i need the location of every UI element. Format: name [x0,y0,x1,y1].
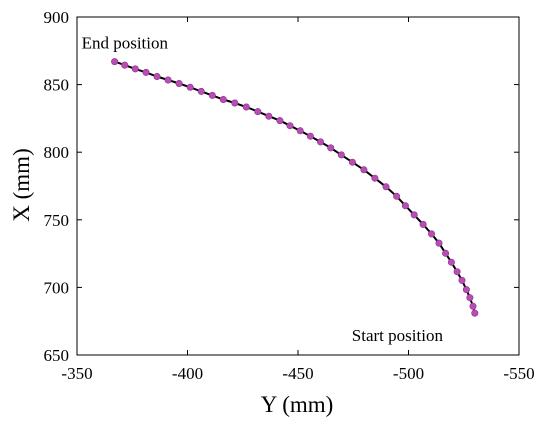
trajectory-point [348,158,356,166]
trajectory-point [231,99,239,107]
trajectory-line [114,60,476,314]
trajectory-point [111,58,119,66]
trajectory-point [371,174,379,182]
trajectory-point [453,268,461,276]
trajectory-point [254,108,262,116]
x-axis-title: Y (mm) [261,392,334,417]
trajectory-point [435,239,443,247]
trajectory-point [153,73,161,81]
y-tick-label: 650 [44,346,70,365]
trajectory-point [462,286,470,294]
trajectory-point [175,80,183,88]
trajectory-point [401,202,409,210]
trajectory-point [131,65,139,73]
trajectory-point [121,61,129,69]
trajectory-point [208,91,216,99]
x-tick-label: -400 [172,364,203,383]
start-position-label: Start position [352,326,444,345]
trajectory-point [327,144,335,152]
trajectory-point [197,87,205,95]
trajectory-point [276,117,284,125]
y-tick-label: 900 [44,8,70,27]
trajectory-point [142,68,150,76]
trajectory-point [382,183,390,191]
trajectory-point [458,276,466,284]
trajectory-point [447,258,455,266]
trajectory-point [419,220,427,228]
y-tick-label: 800 [44,143,70,162]
y-tick-label: 700 [44,278,70,297]
y-axis-title: X (mm) [9,148,34,221]
trajectory-point [360,166,368,174]
end-position-label: End position [82,34,169,53]
trajectory-point [393,192,401,200]
x-tick-label: -500 [393,364,424,383]
trajectory-point [471,309,479,317]
x-tick-label: -350 [61,364,92,383]
trajectory-point [186,83,194,91]
trajectory-point [265,112,273,120]
trajectory-point [469,302,477,310]
y-tick-label: 850 [44,76,70,95]
trajectory-point [427,230,435,238]
series-layer [111,58,479,317]
trajectory-point [286,122,294,130]
annotation-layer: End position Start position [82,34,444,345]
trajectory-point [337,151,345,159]
trajectory-point [410,211,418,219]
x-axis-ticks: -350 -400 -450 -500 -550 [61,17,535,383]
x-tick-label: -550 [503,364,534,383]
trajectory-point [296,127,304,135]
x-tick-label: -450 [282,364,313,383]
trajectory-point [306,132,314,140]
y-tick-label: 750 [44,211,70,230]
trajectory-point [316,138,324,146]
trajectory-point [164,76,172,84]
trajectory-point [242,103,250,111]
trajectory-point [466,294,474,302]
trajectory-point [219,96,227,104]
y-axis-ticks: 650 700 750 800 850 900 [44,8,519,365]
trajectory-point [442,249,450,257]
